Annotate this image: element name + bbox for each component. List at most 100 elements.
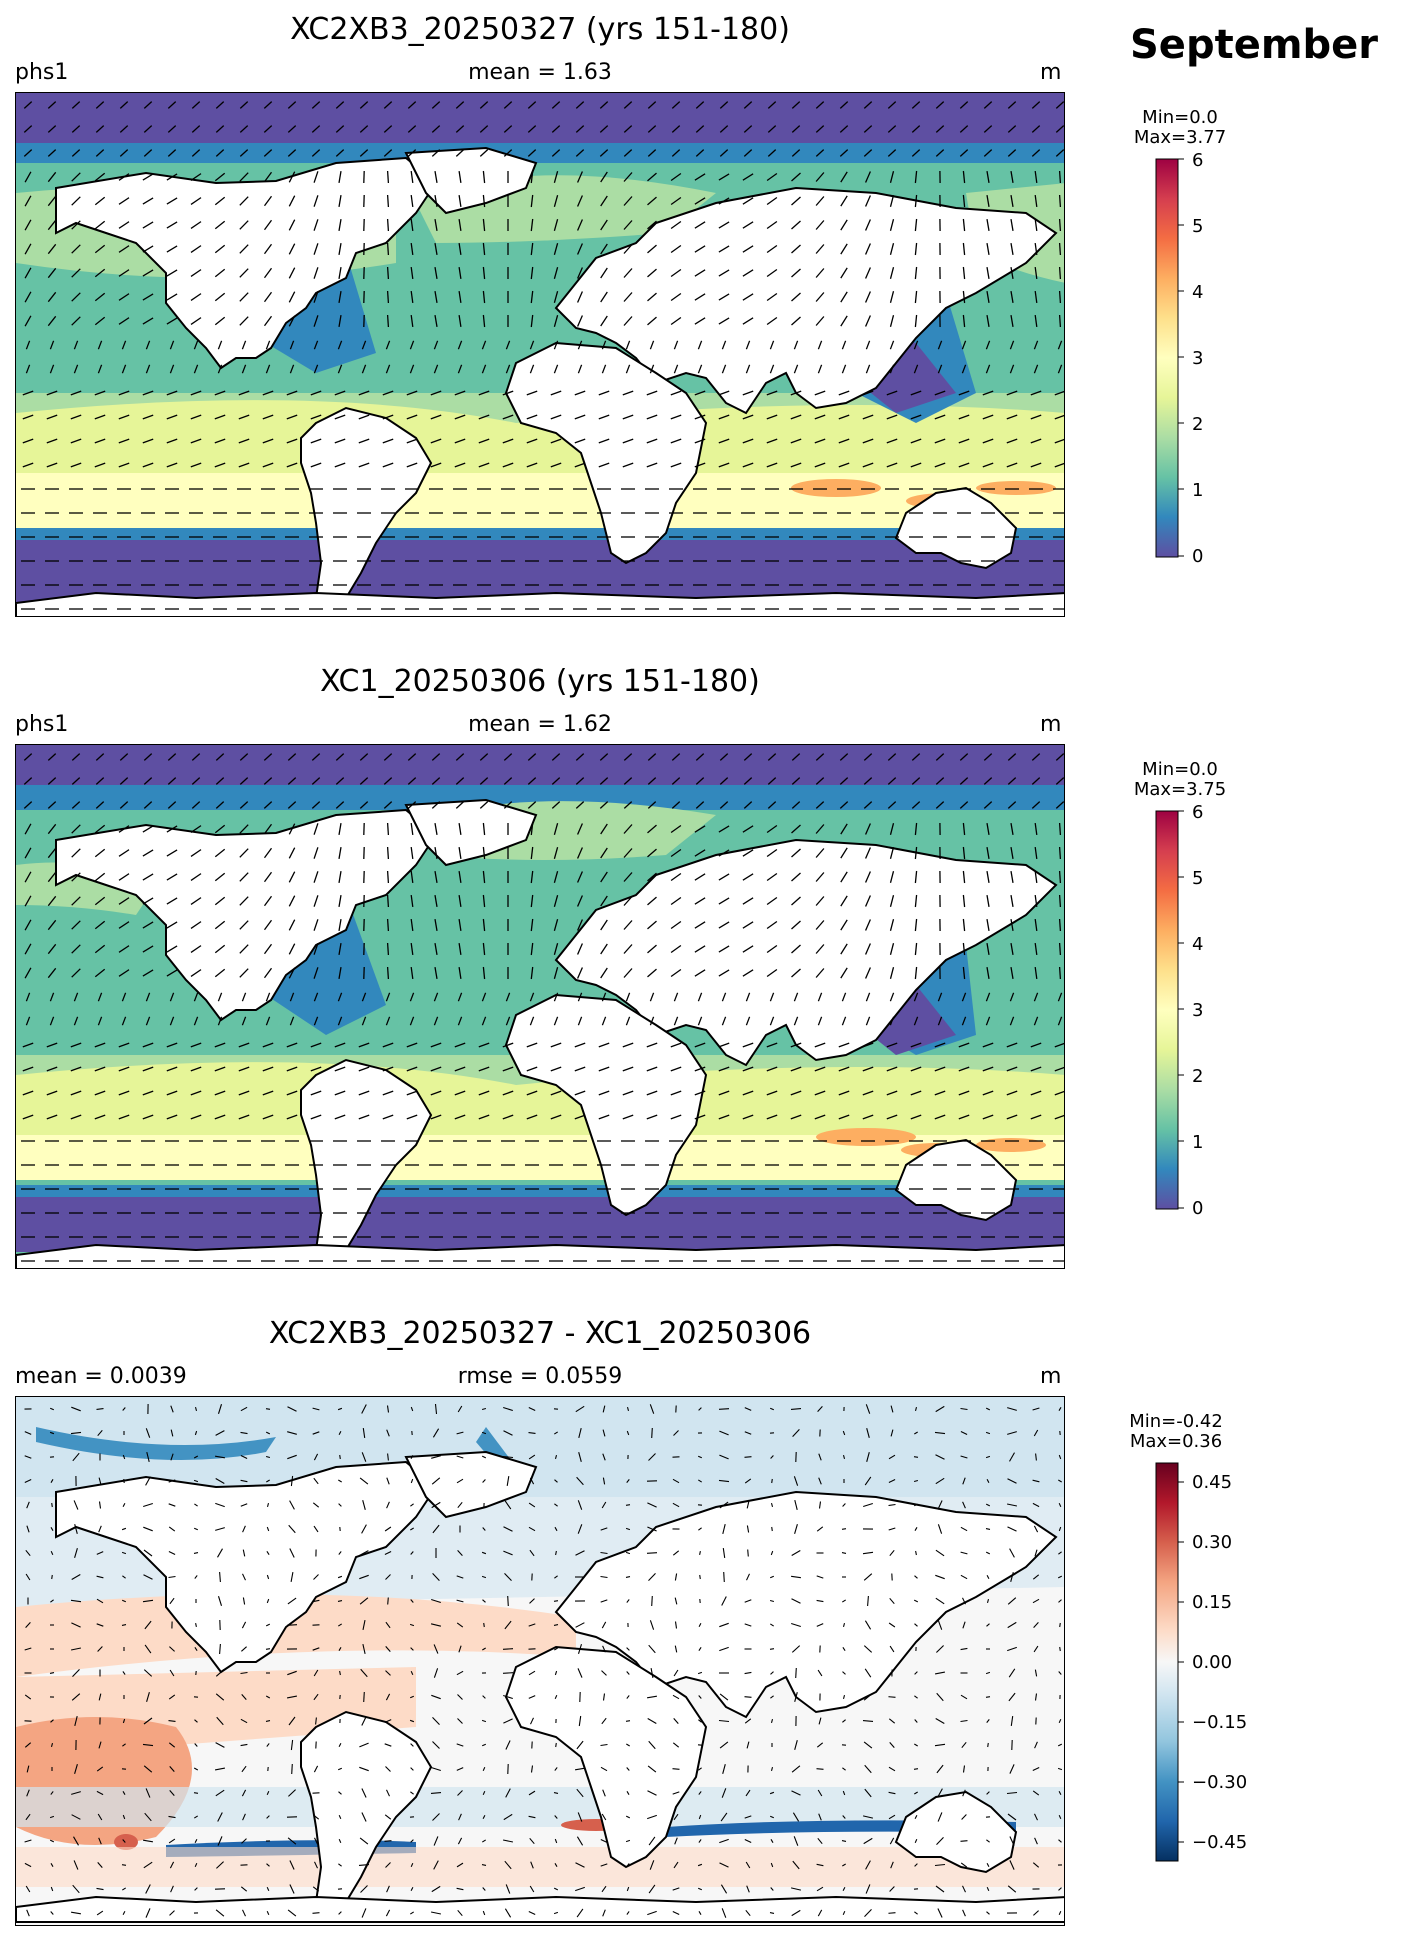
- vector-arrow: [361, 364, 367, 374]
- vector-arrow: [529, 1885, 535, 1893]
- vector-arrow: [840, 267, 848, 279]
- vector-arrow: [1059, 1622, 1061, 1628]
- vector-arrow: [889, 195, 895, 207]
- vector-arrow: [600, 943, 608, 955]
- vector-arrow: [864, 1668, 872, 1678]
- vector-arrow: [96, 1408, 104, 1410]
- vector-arrow: [890, 1405, 894, 1413]
- vector-arrow: [339, 1670, 341, 1676]
- vector-arrow: [431, 149, 441, 157]
- vector-arrow: [410, 1791, 414, 1795]
- vector-arrow: [1030, 1114, 1042, 1120]
- vector-arrow: [94, 1114, 106, 1120]
- vector-arrow: [841, 340, 847, 350]
- vector-arrow: [985, 1455, 991, 1459]
- vector-arrow: [24, 1742, 32, 1748]
- vector-arrow: [287, 801, 297, 809]
- vector-arrow: [238, 462, 250, 468]
- vector-arrow: [986, 1862, 990, 1868]
- vector-arrow: [698, 1791, 702, 1795]
- vector-arrow: [577, 1644, 583, 1654]
- vector-arrow: [142, 825, 154, 833]
- vector-arrow: [672, 1791, 680, 1795]
- vector-arrow: [625, 1839, 631, 1843]
- vector-arrow: [339, 1454, 341, 1460]
- vector-arrow: [71, 944, 81, 954]
- vector-arrow: [190, 462, 202, 468]
- vector-arrow: [623, 292, 633, 302]
- vector-arrow: [934, 390, 946, 396]
- vector-arrow: [526, 1042, 538, 1048]
- vector-arrow: [959, 149, 969, 157]
- vector-arrow: [1033, 364, 1039, 374]
- panel-1-map-svg: [16, 93, 1064, 616]
- vector-arrow: [1010, 966, 1014, 980]
- vector-arrow: [166, 1042, 178, 1048]
- vector-arrow: [313, 895, 319, 907]
- vector-arrow: [625, 364, 631, 374]
- vector-arrow: [623, 824, 633, 834]
- vector-arrow: [672, 1478, 680, 1484]
- vector-arrow: [742, 849, 754, 857]
- vector-arrow: [697, 1671, 703, 1675]
- vector-arrow: [791, 1622, 801, 1628]
- vector-arrow: [214, 872, 226, 882]
- vector-arrow: [742, 873, 754, 881]
- vector-arrow: [889, 847, 895, 859]
- vector-arrow: [239, 848, 249, 858]
- vector-arrow: [622, 1042, 634, 1048]
- vector-arrow: [767, 101, 777, 109]
- vector-arrow: [769, 1407, 775, 1411]
- vector-arrow: [723, 1571, 725, 1583]
- vector-arrow: [769, 992, 775, 1002]
- vector-arrow: [911, 125, 921, 133]
- vector-arrow: [766, 1114, 778, 1120]
- vector-arrow: [504, 1573, 512, 1581]
- vector-arrow: [505, 1884, 511, 1894]
- vector-arrow: [338, 1551, 342, 1555]
- vector-arrow: [338, 1838, 342, 1844]
- vector-arrow: [1010, 846, 1014, 860]
- vector-arrow: [142, 269, 154, 277]
- vector-arrow: [142, 897, 154, 905]
- vector-arrow: [190, 873, 202, 881]
- vector-arrow: [983, 101, 993, 109]
- vector-arrow: [71, 848, 81, 858]
- vector-arrow: [985, 1696, 991, 1698]
- vector-arrow: [386, 170, 390, 184]
- vector-arrow: [526, 1090, 538, 1096]
- vector-arrow: [817, 364, 823, 374]
- vector-arrow: [986, 314, 990, 328]
- vector-arrow: [694, 945, 706, 953]
- vector-arrow: [888, 1503, 896, 1507]
- vector-arrow: [215, 1455, 225, 1459]
- vector-arrow: [887, 149, 897, 157]
- vector-arrow: [553, 1911, 559, 1915]
- vector-arrow: [410, 1455, 414, 1459]
- vector-arrow: [1030, 1042, 1042, 1048]
- vector-arrow: [454, 1114, 466, 1120]
- vector-arrow: [554, 1479, 558, 1483]
- vector-arrow: [863, 101, 873, 109]
- vector-arrow: [144, 1620, 152, 1630]
- vector-arrow: [481, 364, 487, 374]
- vector-arrow: [121, 1599, 127, 1603]
- vector-arrow: [335, 149, 345, 157]
- vector-arrow: [502, 1455, 514, 1459]
- vector-arrow: [71, 1814, 81, 1820]
- vector-arrow: [553, 1600, 559, 1602]
- vector-arrow: [263, 919, 273, 931]
- vector-arrow: [410, 1527, 414, 1531]
- vector-arrow: [529, 992, 535, 1002]
- vector-arrow: [670, 920, 682, 930]
- vector-arrow: [600, 1527, 608, 1531]
- vector-arrow: [791, 220, 801, 230]
- vector-arrow: [457, 1501, 463, 1509]
- vector-arrow: [791, 1645, 801, 1653]
- vector-arrow: [118, 221, 130, 229]
- vector-arrow: [71, 1406, 81, 1412]
- vector-arrow: [770, 1839, 774, 1843]
- vector-arrow: [410, 1406, 414, 1412]
- vector-arrow: [551, 101, 561, 109]
- vector-arrow: [719, 125, 729, 133]
